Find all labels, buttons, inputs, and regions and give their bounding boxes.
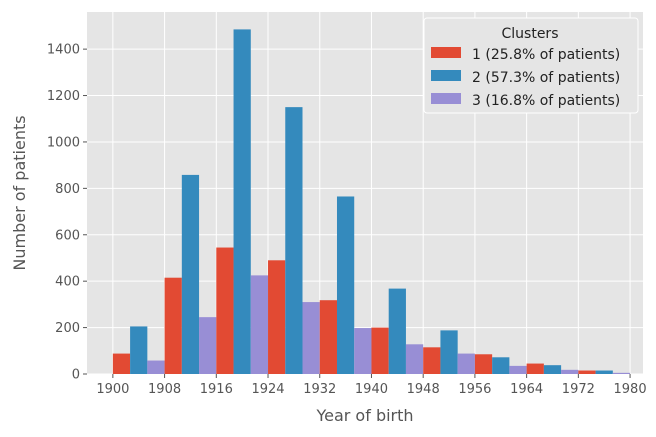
bar-cluster-3 [199, 317, 217, 374]
bar-cluster-2 [336, 196, 355, 374]
x-axis-label: Year of birth [315, 406, 413, 425]
y-axis-label: Number of patients [10, 115, 29, 270]
bar-cluster-2 [130, 326, 148, 374]
y-ticks: 0 200 400 600 800 1000 1200 1400 [47, 43, 87, 383]
y-tick-label: 200 [55, 321, 80, 336]
legend-label-1: 1 (25.8% of patients) [472, 47, 620, 63]
x-tick-label: 1948 [407, 382, 440, 397]
x-tick-label: 1900 [96, 382, 129, 397]
bar-cluster-2 [388, 288, 406, 374]
x-tick-label: 1940 [355, 382, 388, 397]
bar-cluster-2 [543, 365, 562, 374]
bar-cluster-1 [526, 363, 544, 374]
bar-cluster-3 [405, 344, 424, 374]
bar-cluster-3 [561, 369, 579, 374]
bar-cluster-2 [440, 330, 458, 374]
y-tick-label: 1200 [47, 89, 80, 104]
bar-cluster-2 [492, 357, 510, 374]
bar-cluster-3 [457, 353, 475, 374]
bar-cluster-1 [164, 277, 182, 374]
legend-box [423, 17, 639, 114]
bar-cluster-3 [509, 365, 527, 374]
x-tick-label: 1956 [458, 382, 491, 397]
bar-cluster-2 [233, 29, 251, 375]
x-tick-label: 1916 [200, 382, 233, 397]
x-tick-label: 1972 [562, 382, 595, 397]
legend: Clusters 1 (25.8% of patients) 2 (57.3% … [423, 17, 639, 114]
y-tick-label: 1400 [47, 43, 80, 58]
bar-cluster-1 [216, 247, 234, 374]
bar-cluster-3 [250, 275, 269, 374]
legend-swatch-1 [431, 47, 461, 58]
bar-cluster-1 [371, 327, 389, 374]
legend-swatch-3 [431, 93, 461, 104]
y-tick-label: 400 [55, 275, 80, 290]
bar-cluster-1 [268, 260, 286, 374]
y-tick-label: 600 [55, 228, 80, 243]
bar-cluster-2 [595, 370, 613, 374]
legend-label-2: 2 (57.3% of patients) [472, 70, 620, 86]
bar-cluster-3 [612, 372, 631, 374]
x-tick-label: 1924 [251, 382, 284, 397]
y-tick-label: 0 [72, 368, 80, 383]
bar-cluster-3 [354, 328, 372, 374]
x-tick-label: 1908 [148, 382, 181, 397]
x-tick-label: 1964 [510, 382, 543, 397]
bar-cluster-2 [285, 107, 303, 375]
bar-cluster-2 [181, 174, 200, 374]
x-tick-label: 1980 [614, 382, 647, 397]
bar-cluster-1 [112, 353, 131, 374]
y-tick-label: 800 [55, 182, 80, 197]
legend-swatch-2 [431, 70, 461, 81]
legend-title: Clusters [502, 26, 559, 42]
legend-label-3: 3 (16.8% of patients) [472, 93, 620, 109]
x-tick-label: 1932 [303, 382, 336, 397]
y-tick-label: 1000 [47, 135, 80, 150]
bar-cluster-1 [474, 354, 493, 374]
bar-cluster-3 [147, 360, 165, 374]
bar-cluster-3 [302, 302, 320, 374]
bar-cluster-1 [578, 370, 596, 374]
bar-cluster-1 [319, 300, 337, 374]
bars [112, 29, 631, 375]
bar-cluster-1 [423, 347, 441, 374]
x-ticks: 1900 1908 1916 1924 1932 1940 1948 1956 1964 1972… [96, 374, 647, 397]
